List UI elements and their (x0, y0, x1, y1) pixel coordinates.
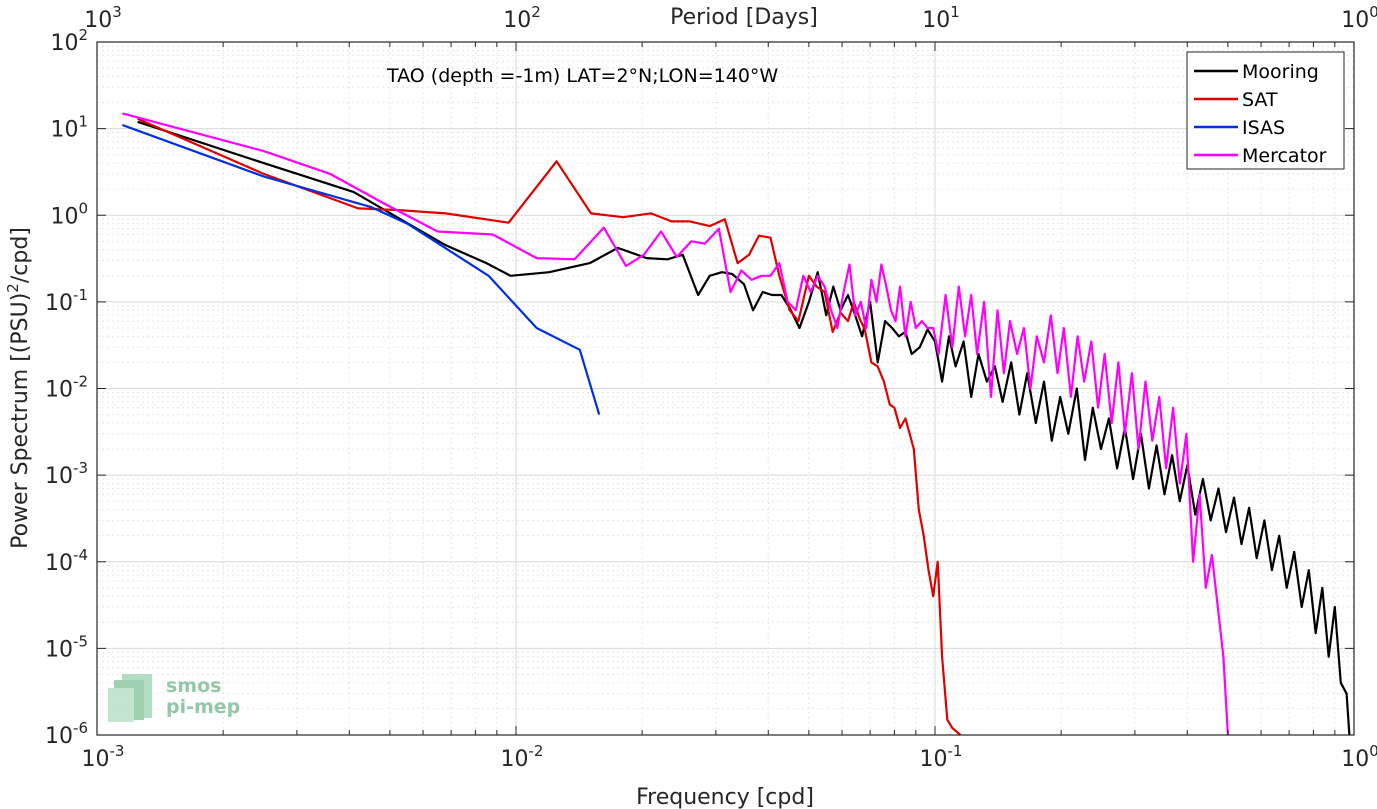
x-tick-label-exponent: -1 (948, 742, 963, 760)
y-tick-label-exponent: -6 (73, 719, 88, 737)
legend-items: Mooring SAT ISAS Mercator (1194, 61, 1327, 167)
top-tick-label: 103 (84, 3, 122, 33)
y-tick-label: 10-4 (45, 546, 88, 576)
logo-block-front (108, 688, 134, 722)
series-line-mooring (137, 120, 1351, 736)
y-tick-label-base: 10 (45, 551, 73, 576)
y-tick-label-base: 10 (45, 464, 73, 489)
top-tick-label-base: 10 (503, 8, 531, 33)
top-tick-label: 102 (503, 3, 541, 33)
x-axis-title: Frequency [cpd] (636, 785, 814, 809)
x-tick-label-base: 10 (82, 747, 110, 772)
y-axis-title-tail: /cpd] (8, 227, 33, 283)
logo-text-smos: smos (166, 675, 221, 697)
y-tick-label-base: 10 (45, 637, 73, 662)
top-tick-label-base: 10 (1341, 8, 1369, 33)
x-tick-label: 10-1 (920, 742, 963, 772)
x-tick-label-exponent: 0 (1369, 742, 1377, 760)
logo-text-pi-mep: pi-mep (166, 696, 240, 718)
legend-label-isas: ISAS (1242, 117, 1285, 139)
legend: Mooring SAT ISAS Mercator (1186, 51, 1345, 170)
y-tick-label: 10-3 (45, 459, 88, 489)
x-tick-label-base: 10 (1341, 747, 1369, 772)
y-tick-label-base: 10 (45, 724, 73, 749)
top-tick-label-exponent: 0 (1369, 3, 1377, 21)
y-tick-label-exponent: -1 (73, 286, 88, 304)
series-line-sat (137, 117, 962, 736)
x-tick-label-exponent: -3 (110, 742, 125, 760)
y-tick-label: 102 (50, 26, 88, 56)
annotation-text: TAO (depth =-1m) LAT=2°N;LON=140°W (386, 65, 778, 87)
x-tick-label: 10-3 (82, 742, 125, 772)
top-tick-label: 101 (922, 3, 960, 33)
y-tick-label-exponent: -5 (73, 632, 88, 650)
top-tick-label: 100 (1341, 3, 1377, 33)
y-tick-label-exponent: -4 (73, 546, 88, 564)
y-tick-label: 10-6 (45, 719, 88, 749)
x-tick-label: 100 (1341, 742, 1377, 772)
y-tick-label-base: 10 (50, 31, 78, 56)
y-tick-label-exponent: 2 (78, 26, 88, 44)
y-tick-label-exponent: -2 (73, 373, 88, 391)
y-tick-label: 10-5 (45, 632, 88, 662)
top-tick-label-exponent: 3 (112, 3, 122, 21)
y-tick-label: 10-2 (45, 373, 88, 403)
top-tick-label-exponent: 1 (950, 3, 960, 21)
top-tick-label-base: 10 (922, 8, 950, 33)
top-axis-title: Period [Days] (670, 5, 818, 30)
series-line-isas (122, 123, 601, 415)
x-tick-label-exponent: -2 (529, 742, 544, 760)
y-tick-label-exponent: 1 (78, 113, 88, 131)
y-axis-title-sup: 2 (4, 283, 22, 293)
series-line-mercator (122, 112, 1229, 736)
y-axis-title: Power Spectrum [(PSU)2/cpd] (4, 227, 33, 549)
y-tick-label: 101 (50, 113, 88, 143)
legend-label-mooring: Mooring (1242, 61, 1319, 83)
legend-label-sat: SAT (1242, 89, 1278, 111)
x-tick-label-base: 10 (920, 747, 948, 772)
y-tick-label-base: 10 (45, 291, 73, 316)
y-tick-label-base: 10 (45, 378, 73, 403)
y-tick-label: 10-1 (45, 286, 88, 316)
y-tick-label-exponent: 0 (78, 199, 88, 217)
tick-marks (96, 41, 1355, 736)
legend-label-mercator: Mercator (1242, 145, 1327, 167)
x-tick-label-base: 10 (501, 747, 529, 772)
top-tick-label-base: 10 (84, 8, 112, 33)
y-tick-label-base: 10 (50, 118, 78, 143)
top-tick-label-exponent: 2 (531, 3, 541, 21)
y-tick-label-base: 10 (50, 204, 78, 229)
y-tick-label-exponent: -3 (73, 459, 88, 477)
smos-pi-mep-logo: smos pi-mep (108, 674, 240, 722)
y-tick-label: 100 (50, 199, 88, 229)
x-tick-label: 10-2 (501, 742, 544, 772)
series-lines (122, 112, 1351, 736)
y-axis-title-main: Power Spectrum [(PSU) (8, 293, 33, 549)
